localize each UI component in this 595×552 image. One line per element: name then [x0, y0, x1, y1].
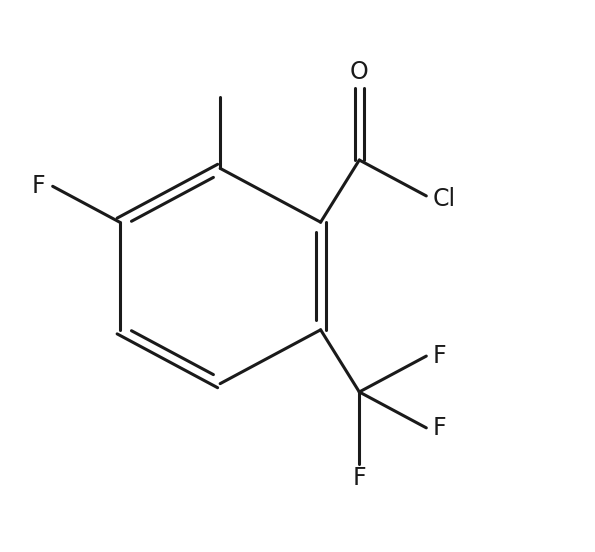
Text: F: F — [432, 344, 446, 368]
Text: F: F — [352, 466, 366, 491]
Text: O: O — [350, 60, 369, 84]
Text: F: F — [432, 416, 446, 440]
Text: F: F — [32, 174, 45, 198]
Text: Cl: Cl — [432, 187, 455, 211]
